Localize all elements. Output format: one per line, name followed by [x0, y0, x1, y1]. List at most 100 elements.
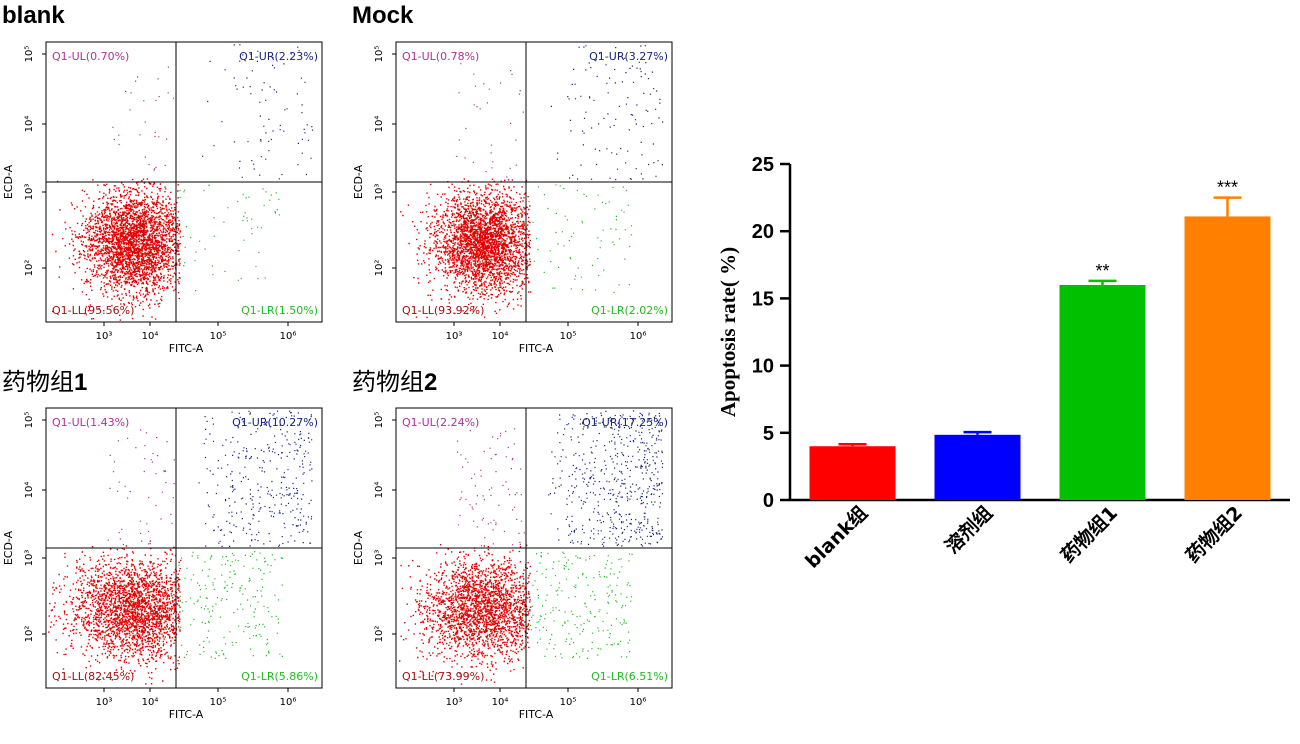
x-axis-label: FITC-A — [169, 342, 204, 355]
dots-LL — [400, 178, 532, 319]
quadrant-label-LR: Q1-LR(2.02%) — [591, 304, 668, 317]
quadrant-label-UL: Q1-UL(1.43%) — [52, 416, 129, 429]
quadrant-label-LL: Q1-LL(93.92%) — [402, 304, 484, 317]
dots-UL — [107, 429, 175, 546]
x-tick-label: 10⁵ — [560, 331, 577, 342]
y-tick-label: 10⁵ — [374, 46, 385, 63]
dots-LR — [179, 184, 280, 292]
quadrant-label-UL: Q1-UL(0.78%) — [402, 50, 479, 63]
x-tick-label: 10⁴ — [492, 697, 509, 708]
flow-plot-drug2: Q1-UL(2.24%) Q1-UR(17.25%) Q1-LL(73.99%) Q1… — [350, 404, 680, 744]
y-tick-label: 15 — [752, 288, 774, 310]
quadrant-label-UL: Q1-UL(0.70%) — [52, 50, 129, 63]
y-tick-label: 10⁴ — [374, 116, 385, 133]
y-axis-label: Apoptosis rate( %) — [716, 247, 740, 417]
quadrant-label-LL: Q1-LL(95.56%) — [52, 304, 134, 317]
y-tick-label: 10⁵ — [24, 412, 35, 429]
y-tick-label: 10² — [24, 260, 35, 277]
x-tick-label: 10³ — [446, 697, 463, 708]
x-tick-label: 10³ — [446, 331, 463, 342]
quadrant-label-UL: Q1-UL(2.24%) — [402, 416, 479, 429]
quadrant-label-LL: Q1-LL(73.99%) — [402, 670, 484, 683]
quadrant-label-LL: Q1-LL(82.45%) — [52, 670, 134, 683]
x-axis-label: FITC-A — [519, 342, 554, 355]
x-tick-label: 10⁶ — [280, 697, 297, 708]
quadrant-label-UR: Q1-UR(10.27%) — [232, 416, 318, 429]
x-tick-label: 10⁵ — [560, 697, 577, 708]
bar-0 — [809, 446, 896, 500]
y-tick-label: 25 — [752, 154, 774, 176]
dots-UL — [456, 63, 524, 178]
panel-title-drug2: 药物组2 — [352, 368, 438, 396]
dots-LR — [528, 184, 633, 293]
dots-LR — [178, 551, 283, 659]
dots-LL — [399, 544, 532, 685]
category-label: 溶剂组 — [940, 501, 997, 558]
bar-3 — [1184, 216, 1271, 500]
y-tick-label: 10² — [24, 626, 35, 643]
y-tick-label: 10 — [752, 356, 774, 378]
flow-plot-mock: Q1-UL(0.78%) Q1-UR(3.27%) Q1-LL(93.92%) Q1-… — [350, 38, 680, 378]
x-axis-label: FITC-A — [169, 708, 204, 721]
y-tick-label: 10³ — [374, 550, 385, 567]
flow-plot-blank: Q1-UL(0.70%) Q1-UR(2.23%) Q1-LL(95.56%) Q1-… — [0, 38, 330, 378]
y-tick-label: 10⁴ — [24, 116, 35, 133]
y-axis-label: ECD-A — [2, 530, 15, 565]
x-tick-label: 10³ — [96, 331, 113, 342]
x-tick-label: 10⁵ — [210, 697, 227, 708]
y-tick-label: 0 — [763, 490, 774, 512]
x-axis-label: FITC-A — [519, 708, 554, 721]
quadrant-label-UR: Q1-UR(2.23%) — [239, 50, 318, 63]
y-tick-label: 10³ — [24, 550, 35, 567]
category-label: 药物组2 — [1181, 501, 1247, 567]
y-tick-label: 10² — [374, 626, 385, 643]
dots-UL — [456, 428, 525, 547]
y-axis-label: ECD-A — [2, 164, 15, 199]
event-dots — [51, 44, 314, 321]
category-label: blank组 — [801, 501, 872, 572]
dots-LL — [48, 545, 182, 685]
dots-LR — [530, 551, 633, 659]
x-tick-label: 10⁴ — [142, 331, 159, 342]
x-tick-label: 10⁶ — [630, 331, 647, 342]
y-tick-label: 10³ — [24, 184, 35, 201]
dots-UR — [550, 45, 664, 181]
x-tick-label: 10⁵ — [210, 331, 227, 342]
x-tick-label: 10⁴ — [492, 331, 509, 342]
dots-UR — [548, 410, 664, 547]
dots-UR — [198, 410, 313, 547]
x-tick-label: 10⁶ — [630, 697, 647, 708]
y-tick-label: 10⁵ — [24, 46, 35, 63]
y-tick-label: 10⁴ — [24, 482, 35, 499]
y-tick-label: 20 — [752, 221, 774, 243]
significance-label: ** — [1095, 261, 1109, 281]
y-tick-label: 10⁴ — [374, 482, 385, 499]
event-dots — [48, 410, 313, 685]
y-tick-label: 10³ — [374, 184, 385, 201]
panel-title-mock: Mock — [352, 2, 414, 29]
y-tick-label: 5 — [763, 423, 774, 445]
quadrant-label-LR: Q1-LR(5.86%) — [241, 670, 318, 683]
quadrant-label-UR: Q1-UR(17.25%) — [582, 416, 668, 429]
x-tick-label: 10⁴ — [142, 697, 159, 708]
category-label: 药物组1 — [1056, 501, 1122, 567]
quadrant-label-LR: Q1-LR(6.51%) — [591, 670, 668, 683]
event-dots — [399, 410, 664, 685]
flow-plot-drug1: Q1-UL(1.43%) Q1-UR(10.27%) Q1-LL(82.45%) Q1… — [0, 404, 330, 744]
bar-2 — [1059, 284, 1146, 500]
y-tick-label: 10² — [374, 260, 385, 277]
bar-1 — [934, 434, 1021, 500]
quadrant-label-LR: Q1-LR(1.50%) — [241, 304, 318, 317]
panel-title-blank: blank — [2, 2, 65, 29]
dots-LL — [51, 178, 182, 321]
dots-UR — [202, 44, 314, 180]
quadrant-label-UR: Q1-UR(3.27%) — [589, 50, 668, 63]
significance-label: *** — [1217, 178, 1238, 198]
dots-UL — [112, 66, 175, 171]
y-tick-label: 10⁵ — [374, 412, 385, 429]
apoptosis-bar-chart: 0 5 10 15 20 25 Apoptosis rate( %) blank组 溶剂组 ** 药… — [716, 154, 1290, 573]
x-tick-label: 10⁶ — [280, 331, 297, 342]
y-axis-label: ECD-A — [352, 164, 365, 199]
x-tick-label: 10³ — [96, 697, 113, 708]
panel-title-drug1: 药物组1 — [2, 368, 88, 396]
